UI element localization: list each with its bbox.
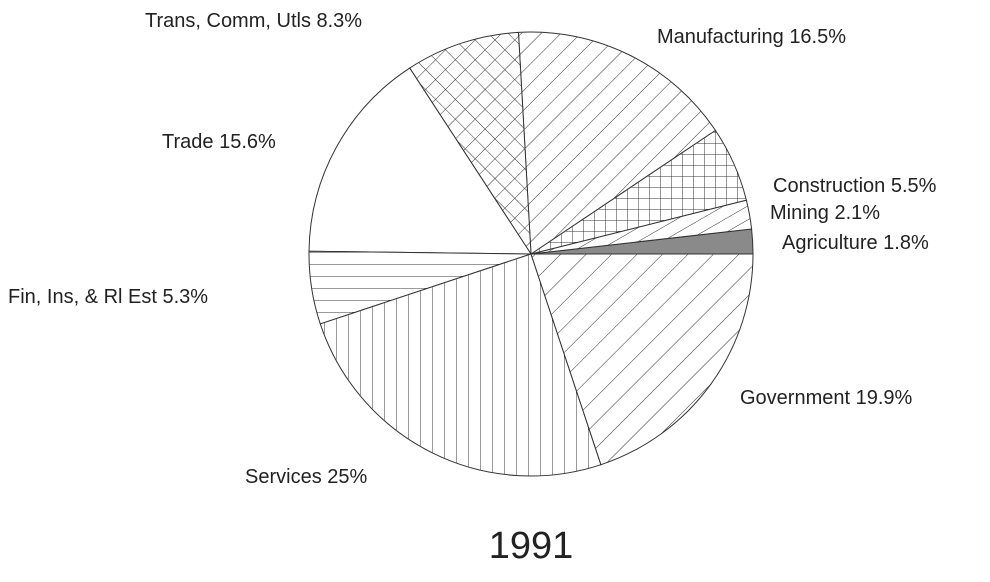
slice-name: Services — [245, 466, 322, 488]
pie-slice — [530, 253, 754, 466]
slice-value: 16.5% — [789, 26, 846, 48]
slice-value: 5.5% — [891, 175, 937, 197]
slice-value: 5.3% — [163, 286, 209, 308]
slice-label: Government 19.9% — [740, 387, 913, 409]
slice-name: Manufacturing — [657, 26, 784, 48]
pie-slice — [319, 253, 602, 477]
slice-label: Services 25% — [245, 466, 368, 488]
chart-title: 1991 — [489, 525, 574, 567]
slice-name: Mining — [770, 202, 829, 224]
slice-label: Trans, Comm, Utls 8.3% — [145, 10, 362, 32]
slice-label: Mining 2.1% — [770, 202, 880, 224]
slice-label: Construction 5.5% — [773, 175, 937, 197]
pie-slice — [308, 67, 532, 255]
slice-label: Manufacturing 16.5% — [657, 26, 846, 48]
slice-value: 19.9% — [856, 387, 913, 409]
slice-label: Agriculture 1.8% — [782, 232, 929, 254]
slice-value: 15.6% — [219, 131, 276, 153]
slice-label: Trade 15.6% — [162, 131, 276, 153]
pie-slice — [517, 31, 717, 255]
slice-value: 25% — [327, 466, 367, 488]
slice-name: Fin, Ins, & Rl Est — [8, 286, 157, 308]
pie-slice — [409, 31, 532, 256]
slice-value: 2.1% — [834, 202, 880, 224]
slice-name: Construction — [773, 175, 885, 197]
slice-name: Agriculture — [782, 232, 878, 254]
slice-name: Government — [740, 387, 850, 409]
slice-name: Trade — [162, 131, 214, 153]
slice-value: 8.3% — [317, 10, 363, 32]
slice-name: Trans, Comm, Utls — [145, 10, 311, 32]
slice-value: 1.8% — [883, 232, 929, 254]
slice-label: Fin, Ins, & Rl Est 5.3% — [8, 286, 208, 308]
